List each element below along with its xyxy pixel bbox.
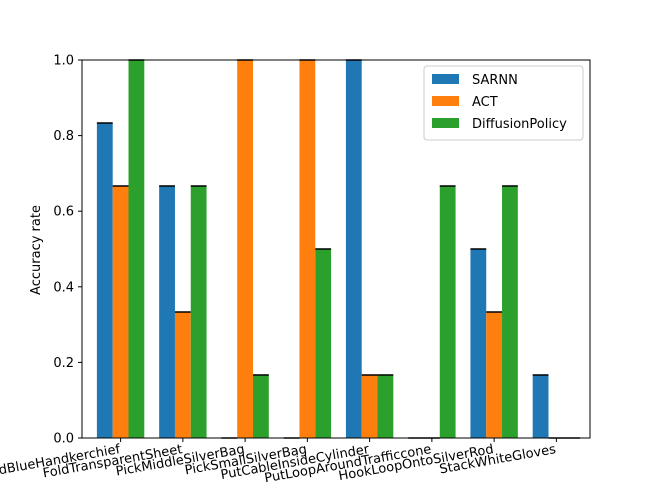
bar-act-pickmiddlesilverbag [237,60,254,438]
bar-diffusionpolicy-pickmiddlesilverbag [253,374,269,438]
y-tick-label: 0.4 [53,280,74,295]
bar-sarnn-stackwhitegloves [532,374,549,438]
bar-act-hookloopontosilverrod [486,312,503,438]
legend-box [423,65,584,141]
bar-sarnn-hookloopontosilverrod [470,249,487,438]
legend-label: ACT [472,95,498,110]
bar-act-foldtransparentsheet [174,312,191,438]
bar-act-foldbluehandkerchief [112,185,129,438]
bar-diffusionpolicy-foldbluehandkerchief [128,60,145,438]
legend-label: SARNN [472,73,518,88]
legend-swatch-act [432,96,459,106]
y-tick-label: 0.8 [53,129,74,144]
legend-label: DiffusionPolicy [472,117,567,132]
y-tick-label: 0.6 [53,205,74,220]
bar-diffusionpolicy-foldtransparentsheet [190,185,207,438]
y-tick-label: 0.0 [53,432,74,447]
plot-frame [81,59,591,439]
bar-act-putcableinsidecylinder [361,374,378,438]
legend: SARNN ACT DiffusionPolicy [423,65,584,141]
x-tick-label: StackWhiteGloves [438,442,557,477]
bar-sarnn-foldbluehandkerchief [96,123,113,438]
y-tick-label: 0.2 [53,356,74,371]
bar-diffusionpolicy-hookloopontosilverrod [502,185,518,438]
bar-sarnn-foldtransparentsheet [159,185,175,438]
bar-sarnn-putcableinsidecylinder [345,60,362,438]
bars-group [96,60,549,438]
legend-swatch-sarnn [432,74,459,84]
bar-diffusionpolicy-picksmallsilverbag [315,249,332,438]
legend-swatch-diffusionpolicy [432,118,459,128]
y-tick-label: 1.0 [53,54,74,69]
y-axis-label: Accuracy rate [29,205,44,295]
bar-diffusionpolicy-putlooparoundtrafficcone [439,185,456,438]
y-axis: 0.0 0.2 0.4 0.6 0.8 1.0 [53,54,82,447]
x-axis: FoldBlueHandkerchiefFoldTransparentSheet… [0,438,557,486]
bar-diffusionpolicy-putcableinsidecylinder [377,374,394,438]
bar-act-picksmallsilverbag [299,60,316,438]
